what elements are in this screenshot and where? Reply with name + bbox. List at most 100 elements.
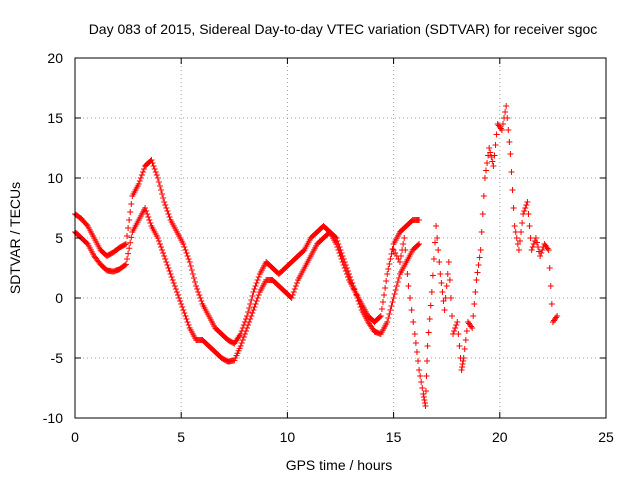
data-point-plus [164,262,171,268]
data-point-plus [400,241,407,247]
data-point-plus [254,277,261,283]
data-point-plus [486,145,493,151]
data-point-plus [155,238,162,244]
data-point-plus [343,265,350,271]
data-point-plus [355,298,362,304]
data-point-plus [197,295,204,301]
data-point-plus [438,280,445,286]
data-point-plus [196,292,203,298]
data-point-plus [254,295,261,301]
data-point-plus [402,247,409,253]
data-point-plus [136,178,143,184]
data-point-plus [507,151,514,157]
data-point-plus [122,241,129,247]
data-point-plus [473,277,480,283]
data-point-plus [338,250,345,256]
data-point-plus [488,154,495,160]
data-point-plus [411,331,418,337]
data-point-plus [162,256,169,262]
data-point-plus [161,199,168,205]
data-point-plus [245,322,252,328]
data-point-plus [454,319,461,325]
data-point-plus [186,259,193,265]
data-point-plus [185,322,192,328]
data-point-plus [247,301,254,307]
data-point-plus [164,208,171,214]
data-point-plus [160,195,167,201]
data-point-plus [154,235,161,241]
data-point-plus [428,289,435,295]
data-point-plus [512,229,519,235]
data-point-plus [183,250,190,256]
data-point-plus [124,256,131,262]
x-tick-label: 5 [177,429,185,445]
data-point-plus [175,292,182,298]
data-point-plus [398,253,405,259]
data-point-plus [172,286,179,292]
data-point-plus [379,299,386,305]
y-tick-label: 10 [47,170,63,186]
data-point-plus [505,127,512,133]
data-point-plus [178,301,185,307]
y-tick-label: 20 [47,50,63,66]
x-tick-label: 25 [598,429,614,445]
data-point-plus [408,307,415,313]
y-tick-label: 5 [55,230,63,246]
data-point-plus [450,331,457,337]
data-point-plus [392,250,399,256]
data-point-plus [353,292,360,298]
data-point-plus [179,304,186,310]
data-point-plus [183,316,190,322]
data-point-plus [127,239,134,246]
data-point-plus [163,259,170,265]
data-point-plus [377,313,384,319]
data-point-plus [436,259,443,265]
data-point-plus [155,179,162,185]
data-point-plus [292,283,299,289]
data-point-plus [290,289,297,295]
data-point-plus [237,343,244,349]
data-point-plus [154,175,161,181]
data-point-plus [519,220,526,226]
data-point-plus [245,309,252,315]
data-point-plus [350,283,357,289]
data-point-plus [126,245,133,252]
data-point-plus [340,256,347,262]
data-point-plus [252,301,259,307]
data-point-plus [515,247,522,253]
data-point-plus [423,373,430,379]
data-point-plus [342,262,349,268]
data-point-plus [239,337,246,343]
data-point-plus [394,279,401,285]
data-point-plus [334,238,341,244]
data-point-plus [156,183,163,189]
data-point-plus [416,367,423,373]
data-point-plus [395,275,402,281]
data-point-plus [446,277,453,283]
data-point-plus [418,379,425,385]
data-point-plus [421,397,428,403]
data-point-plus [246,319,253,325]
data-point-plus [161,253,168,259]
data-point-plus [475,262,482,268]
data-point-plus [347,274,354,280]
data-point-plus [249,310,256,316]
data-point-plus [253,280,260,286]
data-point-plus [173,289,180,295]
data-point-plus [529,244,536,250]
data-point-plus [491,152,498,159]
data-point-plus [352,289,359,295]
data-point-plus [421,400,428,406]
data-point-plus [509,187,516,193]
data-point-plus [396,259,403,265]
data-point-plus [166,268,173,274]
data-point-plus [524,199,531,205]
data-point-plus [476,254,483,261]
data-point-plus [345,271,352,277]
series-0 [72,157,423,347]
data-point-plus [156,241,163,247]
data-point-plus [384,319,391,325]
data-point-plus [125,225,132,231]
data-point-plus [422,388,429,394]
data-point-plus [455,331,462,337]
